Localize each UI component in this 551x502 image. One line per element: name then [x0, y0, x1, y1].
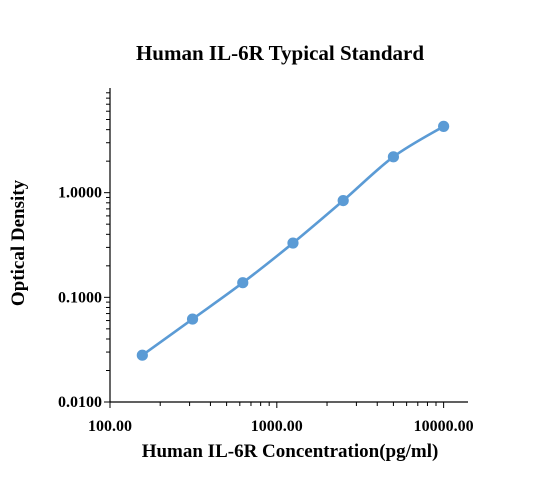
axes: 0.0100 0.1000 1.0000 100.00 1000.00 10000.00: [58, 88, 474, 435]
chart-title: Human IL-6R Typical Standard: [136, 41, 424, 65]
x-axis-title: Human IL-6R Concentration(pg/ml): [142, 441, 439, 462]
data-point: [237, 277, 249, 289]
data-point: [387, 151, 400, 163]
y-axis-title: Optical Density: [8, 179, 29, 306]
x-tick-label: 100.00: [88, 418, 132, 435]
data-point: [438, 120, 450, 132]
x-tick-label: 10000.00: [414, 418, 474, 435]
y-tick-label: 1.0000: [58, 185, 102, 202]
x-tick-label: 1000.00: [251, 418, 303, 435]
series-layer: [136, 120, 450, 361]
data-point: [287, 237, 299, 249]
data-point: [136, 349, 148, 361]
data-point: [337, 194, 349, 207]
data-point: [186, 313, 199, 325]
y-tick-label: 0.0100: [58, 394, 102, 411]
y-tick-label: 0.1000: [58, 289, 102, 306]
